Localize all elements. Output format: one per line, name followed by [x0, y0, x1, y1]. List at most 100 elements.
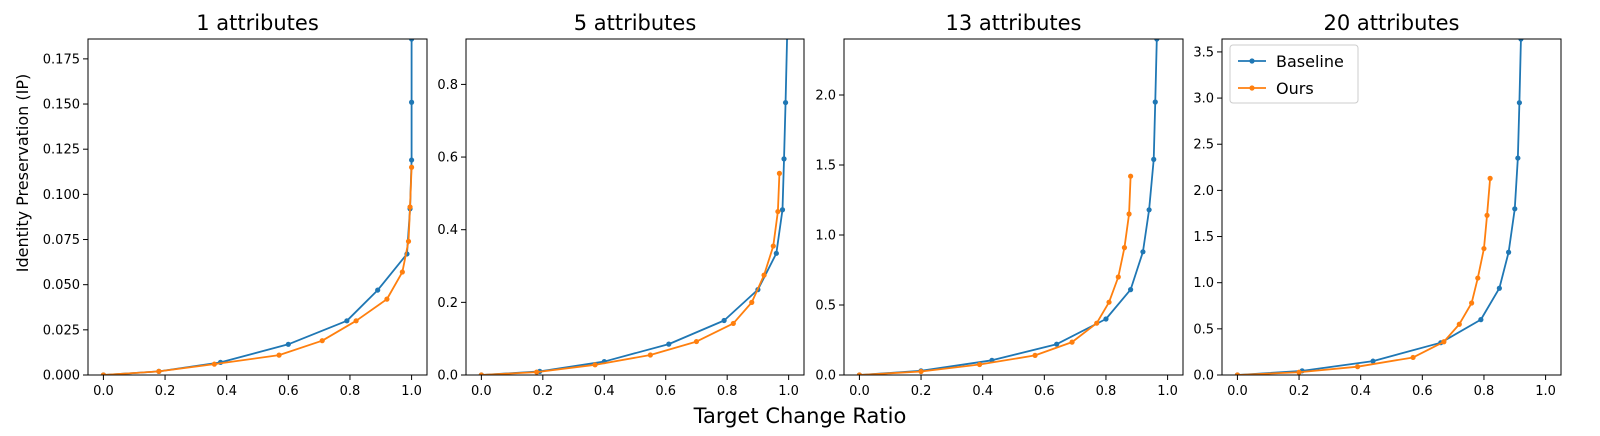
x-tick-label: 0.6: [655, 384, 676, 399]
y-tick-label: 3.0: [1193, 92, 1214, 107]
data-point-baseline: [408, 39, 415, 42]
series-line-ours: [481, 173, 781, 375]
data-point-ours: [1115, 274, 1121, 280]
axes-frame: [465, 38, 805, 376]
legend-marker: [1249, 85, 1255, 91]
x-tick-label: 0.0: [471, 384, 492, 399]
x-tick-label: 0.0: [1227, 384, 1248, 399]
subplot-3: 13 attributes 0.0 0.2 0.4 0.6 0.8 1.0 0.0 0.5 1.0…: [815, 11, 1184, 399]
data-point-baseline: [408, 99, 415, 105]
data-point-baseline: [1478, 317, 1484, 323]
data-point-ours: [1069, 339, 1075, 345]
series-line-baseline: [481, 39, 788, 375]
data-point-baseline: [1140, 249, 1146, 255]
x-tick-label: 1.0: [778, 384, 799, 399]
data-point-ours: [1106, 299, 1112, 305]
y-tick-label: 2.0: [815, 89, 836, 104]
legend: Baseline Ours: [1229, 44, 1359, 104]
legend-marker: [1249, 58, 1255, 64]
data-point-baseline: [1512, 206, 1518, 212]
x-tick-label: 0.8: [1096, 384, 1117, 399]
x-tick-label: 0.0: [849, 384, 870, 399]
data-point-ours: [1456, 321, 1462, 327]
y-tick-label: 1.0: [1193, 276, 1214, 291]
x-tick-label: 0.6: [1034, 384, 1055, 399]
y-tick-label: 1.5: [1193, 230, 1214, 245]
data-point-ours: [1475, 275, 1481, 281]
data-point-baseline: [721, 317, 727, 324]
y-tick-label: 2.0: [1193, 184, 1214, 199]
data-point-ours: [399, 269, 405, 275]
data-point-baseline: [1103, 316, 1109, 322]
subplot-title: 13 attributes: [946, 11, 1082, 35]
data-point-baseline: [1496, 285, 1502, 291]
y-tick-label: 0.025: [43, 323, 80, 338]
series-line-ours: [1237, 178, 1492, 375]
data-point-ours: [534, 369, 540, 375]
figure-xlabel: Target Change Ratio: [693, 404, 907, 428]
x-tick-label: 0.8: [717, 384, 738, 399]
data-point-ours: [918, 368, 924, 375]
data-point-ours: [1481, 245, 1487, 252]
data-point-ours: [405, 238, 412, 244]
y-tick-label: 0.6: [437, 151, 458, 166]
y-tick-label: 2.5: [1193, 138, 1214, 153]
subplot-title: 5 attributes: [574, 11, 697, 35]
data-point-ours: [478, 372, 484, 375]
data-point-ours: [1032, 352, 1038, 358]
x-tick-label: 0.2: [155, 384, 176, 399]
subplot-1: 1 attributes 0.0 0.2 0.4 0.6 0.8 1.0 0.000 0.025…: [43, 11, 428, 399]
data-point-baseline: [1154, 39, 1160, 42]
data-point-ours: [100, 372, 107, 375]
data-point-baseline: [1054, 341, 1060, 347]
y-tick-label: 0.5: [815, 299, 836, 314]
data-point-ours: [1469, 300, 1475, 306]
y-tick-label: 0.5: [1193, 322, 1214, 337]
data-point-ours: [1234, 372, 1241, 375]
data-point-baseline: [773, 250, 779, 256]
x-tick-label: 1.0: [1535, 384, 1556, 399]
x-tick-label: 0.4: [1350, 384, 1371, 399]
data-point-ours: [353, 318, 359, 324]
figure-ylabel: Identity Preservation (IP): [13, 74, 32, 272]
data-point-baseline: [408, 157, 415, 163]
data-point-ours: [1410, 354, 1416, 361]
series-line-baseline: [103, 39, 413, 375]
axes-frame: [87, 38, 428, 376]
y-tick-label: 0.125: [43, 143, 80, 158]
y-tick-label: 0.100: [43, 188, 80, 203]
data-point-baseline: [779, 207, 786, 213]
x-tick-label: 0.2: [1289, 384, 1310, 399]
data-point-ours: [856, 372, 863, 375]
x-tick-label: 0.4: [594, 384, 615, 399]
x-tick-label: 0.0: [93, 384, 114, 399]
data-point-baseline: [1370, 358, 1376, 364]
x-tick-label: 0.2: [532, 384, 553, 399]
data-point-baseline: [285, 341, 291, 347]
data-point-baseline: [782, 99, 789, 106]
x-tick-label: 0.6: [278, 384, 299, 399]
x-tick-label: 1.0: [401, 384, 422, 399]
data-point-ours: [775, 208, 781, 215]
data-point-baseline: [1146, 207, 1152, 213]
data-point-baseline: [781, 156, 787, 162]
series-line-ours: [859, 176, 1132, 375]
y-tick-label: 3.5: [1193, 45, 1214, 60]
y-tick-label: 0.0: [815, 369, 836, 384]
y-tick-label: 0.075: [43, 233, 80, 248]
y-tick-label: 1.0: [815, 229, 836, 244]
legend-label: Baseline: [1276, 52, 1344, 71]
data-point-baseline: [375, 287, 381, 293]
data-point-baseline: [666, 341, 672, 347]
subplot-2: 5 attributes 0.0 0.2 0.4 0.6 0.8 1.0 0.0 0.2 0.4 0…: [437, 11, 805, 399]
data-point-ours: [776, 170, 783, 176]
subplot-4: 20 attributes 0.0 0.2 0.4 0.6 0.8 1.0 0.0 0.5 1.0…: [1193, 11, 1562, 399]
subplot-title: 1 attributes: [196, 11, 319, 35]
data-point-baseline: [1516, 100, 1522, 106]
data-point-baseline: [1518, 39, 1524, 42]
data-point-baseline: [1151, 156, 1157, 162]
legend-label: Ours: [1276, 79, 1314, 98]
data-point-baseline: [1506, 249, 1512, 255]
x-tick-label: 0.4: [216, 384, 237, 399]
